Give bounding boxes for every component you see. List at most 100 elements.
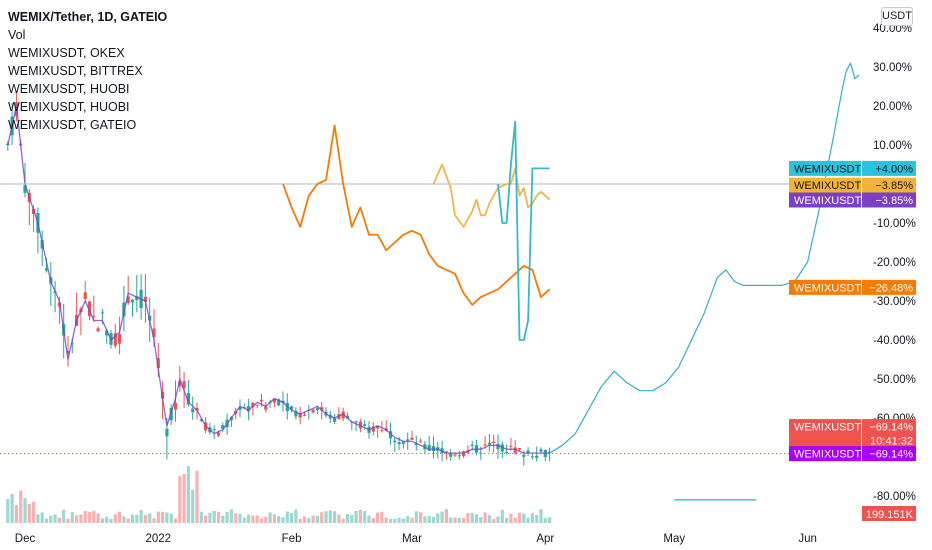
candle-body (320, 407, 324, 411)
candle-body (199, 419, 203, 421)
volume-bar (444, 509, 448, 523)
price-tag-value: −26.48% (869, 282, 913, 294)
candle-body (302, 414, 307, 416)
volume-bar (320, 512, 324, 523)
volume-bar (79, 514, 83, 523)
volume-bar (251, 515, 255, 523)
candle-body (156, 358, 160, 368)
price-tag-label-bg (789, 419, 861, 450)
legend-item-gateio[interactable]: WEMIXUSDT, GATEIO (8, 118, 137, 132)
candlestick-series (6, 90, 552, 466)
symbol-title[interactable]: WEMIX/Tether, 1D, GATEIO (8, 10, 168, 24)
y-tick-label: 20.00% (873, 101, 912, 113)
y-tick-label: -50.00% (873, 374, 916, 386)
volume-bar (152, 518, 156, 523)
volume-bar (105, 516, 109, 523)
x-axis[interactable]: Dec 2022 Feb Mar Apr May Jun (15, 533, 817, 545)
volume-bar (376, 512, 380, 523)
candle-body (548, 451, 552, 453)
candle-body (100, 312, 104, 314)
volume-bar (298, 518, 302, 523)
candle-body (143, 296, 147, 302)
volume-bar (457, 517, 461, 523)
volume-bar (40, 512, 44, 523)
volume-bar (479, 517, 483, 523)
price-tag-value-bg (862, 446, 916, 462)
candle-body (83, 292, 87, 299)
series-line-okex (282, 124, 551, 306)
candle-body (354, 421, 358, 423)
volume-bar (315, 515, 319, 523)
legend-item-vol[interactable]: Vol (8, 28, 26, 42)
volume-bar (49, 515, 53, 523)
price-tag-value-bg (862, 192, 916, 208)
price-tag-label: WEMIXUSDT (794, 282, 862, 294)
volume-bar (204, 515, 208, 523)
volume-bar (178, 476, 182, 523)
volume-bar (57, 517, 61, 523)
price-tag-label-bg (789, 279, 861, 295)
volume-bar (126, 518, 130, 523)
candle-body (135, 296, 139, 300)
candle-body (363, 424, 367, 426)
volume-bar (371, 518, 375, 523)
legend-item-huobi-1[interactable]: WEMIXUSDT, HUOBI (8, 82, 130, 96)
x-tick-label: Jun (798, 533, 817, 545)
volume-bar (393, 518, 397, 523)
volume-bar (66, 518, 70, 523)
candle-body (453, 454, 457, 456)
candle-body (410, 437, 414, 440)
price-tag-label-bg (789, 160, 861, 176)
volume-bar (118, 511, 122, 523)
volume-bar (281, 517, 285, 523)
volume-bar (130, 514, 135, 523)
volume-bar (530, 513, 534, 523)
volume-bar (436, 513, 440, 523)
price-tag-value: −3.85% (875, 180, 913, 192)
legend-item-okex[interactable]: WEMIXUSDT, OKEX (8, 46, 125, 60)
candle-body (195, 407, 199, 411)
volume-bar (440, 511, 444, 523)
volume-bar (328, 510, 332, 523)
volume-bar (191, 489, 195, 523)
y-tick-label: 30.00% (873, 62, 912, 74)
y-tick-label: -10.00% (873, 218, 916, 230)
projection-curve (549, 62, 860, 501)
volume-bar (526, 517, 530, 523)
candle-body (526, 450, 530, 453)
candle-body (517, 448, 522, 450)
volume-bar (6, 498, 10, 523)
comparison-series (282, 120, 551, 341)
legend-item-huobi-2[interactable]: WEMIXUSDT, HUOBI (8, 100, 130, 114)
volume-bar (122, 516, 126, 523)
volume-bar (87, 511, 92, 523)
legend-item-bittrex[interactable]: WEMIXUSDT, BITTREX (8, 64, 143, 78)
candle-body (23, 185, 27, 193)
volume-bar (345, 514, 350, 523)
candle-body (173, 402, 178, 410)
price-tag-value-bg (862, 419, 916, 450)
volume-bar (242, 517, 246, 523)
candle-body (333, 418, 337, 422)
volume-bar (496, 516, 500, 523)
volume-bar (32, 501, 36, 523)
volume-bar (264, 516, 268, 523)
volume-bar (522, 513, 526, 523)
y-tick-label: -30.00% (873, 296, 916, 308)
volume-bar (212, 510, 216, 523)
candle-body (118, 334, 122, 344)
candle-body (393, 440, 397, 443)
volume-bar (36, 514, 40, 523)
currency-button[interactable]: USDT (881, 7, 913, 26)
volume-bar (83, 511, 87, 523)
candle-body (130, 299, 135, 303)
volume-bar (367, 515, 371, 523)
price-tag-value-bg (862, 177, 916, 193)
candle-body (290, 406, 294, 410)
candle-body (487, 442, 491, 445)
x-tick-label: 2022 (146, 533, 172, 545)
price-tag-value: +4.00% (875, 163, 913, 175)
candle-body (182, 381, 186, 389)
volume-bar (182, 474, 186, 523)
